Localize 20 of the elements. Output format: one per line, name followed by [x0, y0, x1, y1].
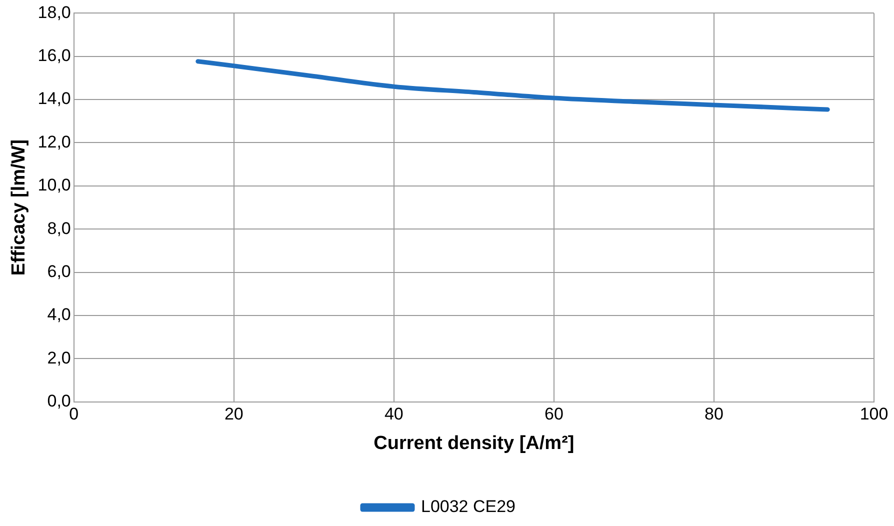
x-tick-label: 100 — [860, 404, 888, 424]
y-axis-title: Efficacy [lm/W] — [8, 139, 30, 276]
x-tick-label: 20 — [224, 404, 244, 424]
y-tick-label: 10,0 — [38, 176, 71, 195]
y-tick-label: 12,0 — [38, 132, 71, 152]
legend-label: L0032 CE29 — [420, 497, 516, 516]
y-tick-label: 0,0 — [47, 391, 71, 410]
y-tick-label: 4,0 — [47, 305, 71, 324]
x-tick-label: 80 — [704, 404, 724, 424]
x-axis-title: Current density [A/m²] — [374, 432, 574, 454]
line-series — [196, 59, 830, 112]
y-tick-label: 8,0 — [47, 218, 71, 238]
x-tick-label: 0 — [69, 404, 79, 424]
y-tick-label: 6,0 — [47, 262, 71, 281]
x-tick-label: 40 — [384, 404, 404, 424]
y-tick-label: 18,0 — [38, 2, 71, 22]
x-tick-label: 60 — [544, 404, 564, 424]
y-tick-label: 2,0 — [47, 348, 71, 368]
y-tick-label: 16,0 — [38, 46, 71, 66]
y-tick-label: 14,0 — [38, 89, 71, 108]
